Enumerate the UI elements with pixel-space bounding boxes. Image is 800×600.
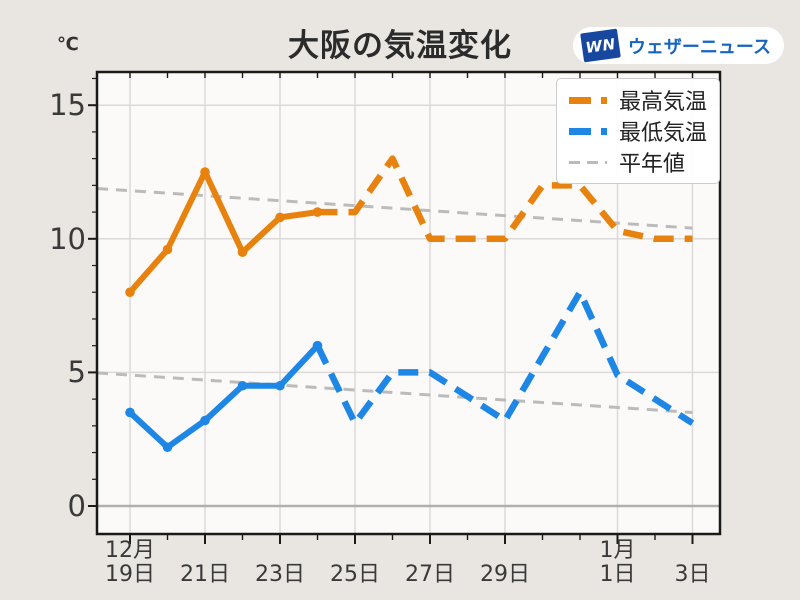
data-point-marker <box>275 380 285 391</box>
min-temp-line-icon <box>569 127 607 135</box>
x-tick-dec29: 29日 <box>480 562 530 587</box>
data-point-marker <box>200 415 210 426</box>
data-point-marker <box>237 380 248 391</box>
data-point-marker <box>275 212 285 223</box>
min-temp-solid-line <box>127 343 320 451</box>
logo-brand-text: ウェザーニュース <box>627 36 771 58</box>
normal-line-icon <box>569 160 607 164</box>
data-point-marker <box>125 407 135 418</box>
y-tick-10: 10 <box>49 221 86 256</box>
data-point-marker <box>312 207 323 217</box>
max-temp-solid-line <box>127 169 318 295</box>
y-tick-0: 0 <box>67 489 86 523</box>
legend-item-normal: 平年値 <box>569 149 707 177</box>
legend-label: 最低気温 <box>619 121 708 146</box>
x-tick-dec25: 25日 <box>330 562 380 587</box>
min-temp-forecast-line <box>314 288 695 427</box>
data-point-marker <box>162 244 173 255</box>
legend: 最高気温 最低気温 平年値 <box>556 78 720 184</box>
data-point-marker <box>200 167 210 177</box>
max-temp-forecast-line <box>317 155 693 243</box>
normal-value-line <box>96 371 693 414</box>
x-tick-jan1: 1月 1日 <box>599 538 636 587</box>
x-tick-jan3: 3日 <box>674 562 711 587</box>
data-point-marker <box>162 442 173 453</box>
x-tick-dec19: 12月 19日 <box>105 538 155 587</box>
max-temp-line-icon <box>569 96 607 104</box>
legend-item-min-temp: 最低気温 <box>569 118 708 146</box>
y-tick-15: 15 <box>49 88 86 123</box>
y-axis-unit-label: ℃ <box>57 34 79 55</box>
x-tick-dec21: 21日 <box>180 562 230 587</box>
weathernews-logo: WN ウェザーニュース <box>572 27 784 64</box>
y-tick-5: 5 <box>67 355 86 390</box>
legend-label: 平年値 <box>619 152 686 177</box>
legend-label: 最高気温 <box>619 90 708 115</box>
x-tick-dec27: 27日 <box>405 562 455 587</box>
x-tick-dec23: 23日 <box>255 562 305 587</box>
data-point-marker <box>125 287 135 298</box>
plot-frame <box>95 70 722 536</box>
data-point-marker <box>237 247 248 257</box>
data-point-marker <box>312 340 323 351</box>
page-title: 大阪の気温変化 <box>288 28 512 64</box>
legend-item-max-temp: 最高気温 <box>569 87 708 115</box>
